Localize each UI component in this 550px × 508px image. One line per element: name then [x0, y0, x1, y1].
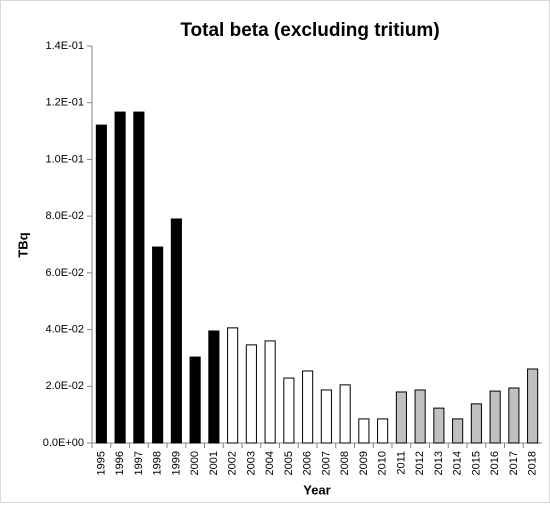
bar: [414, 389, 426, 444]
bar: [470, 403, 482, 444]
bar: [133, 111, 145, 444]
bar: [264, 340, 276, 444]
x-tick-label: 2002: [227, 451, 239, 475]
x-tick-label: 2018: [527, 451, 539, 475]
x-tick-label: 2012: [414, 451, 426, 475]
bar: [508, 387, 520, 444]
x-tick-label: 2009: [358, 451, 370, 475]
x-tick-label: 2016: [489, 451, 501, 475]
x-tick-label: 2000: [189, 451, 201, 475]
bar: [452, 418, 464, 444]
x-tick-label: 1998: [152, 451, 164, 475]
x-tick-label: 2001: [208, 451, 220, 475]
x-tick-label: 2004: [264, 451, 276, 475]
bar: [189, 356, 201, 444]
x-tick-label: 2010: [377, 451, 389, 475]
x-tick-label: 1997: [133, 451, 145, 475]
x-axis-label: Year: [303, 482, 330, 497]
x-tick-label: 1995: [95, 451, 107, 475]
bar: [245, 344, 257, 444]
bar: [114, 111, 126, 444]
bar: [377, 418, 389, 444]
bar: [395, 391, 407, 444]
y-tick-label: 6.0E-02: [45, 267, 84, 279]
y-tick-label: 1.4E-01: [45, 40, 84, 52]
x-tick-label: 2003: [245, 451, 257, 475]
bar: [527, 368, 539, 444]
x-tick-label: 2015: [470, 451, 482, 475]
x-tick-label: 1999: [170, 451, 182, 475]
x-tick-label: 2013: [433, 451, 445, 475]
x-tick-label: 2011: [395, 451, 407, 475]
bar: [208, 330, 220, 444]
y-tick-label: 1.2E-01: [45, 97, 84, 109]
x-tick-label: 2006: [302, 451, 314, 475]
bar: [302, 370, 314, 444]
bar: [320, 389, 332, 444]
x-tick-label: 2007: [320, 451, 332, 475]
bar: [227, 327, 239, 444]
y-tick-label: 8.0E-02: [45, 210, 84, 222]
x-tick-label: 2005: [283, 451, 295, 475]
chart-title: Total beta (excluding tritium): [180, 20, 439, 41]
y-tick-label: 0.0E+00: [43, 437, 84, 449]
y-axis-label: TBq: [15, 232, 30, 257]
bar: [358, 418, 370, 444]
x-tick-label: 2017: [508, 451, 520, 475]
y-tick-label: 4.0E-02: [45, 323, 84, 335]
bar: [170, 218, 182, 444]
x-tick-label: 2014: [452, 451, 464, 475]
x-tick-label: 1996: [114, 451, 126, 475]
bar: [95, 124, 107, 444]
bar: [489, 390, 501, 444]
bar: [283, 377, 295, 444]
y-tick-label: 1.0E-01: [45, 153, 84, 165]
bar: [433, 407, 445, 444]
bar: [339, 384, 351, 444]
x-tick-label: 2008: [339, 451, 351, 475]
y-tick-label: 2.0E-02: [45, 380, 84, 392]
bar: [152, 246, 164, 444]
